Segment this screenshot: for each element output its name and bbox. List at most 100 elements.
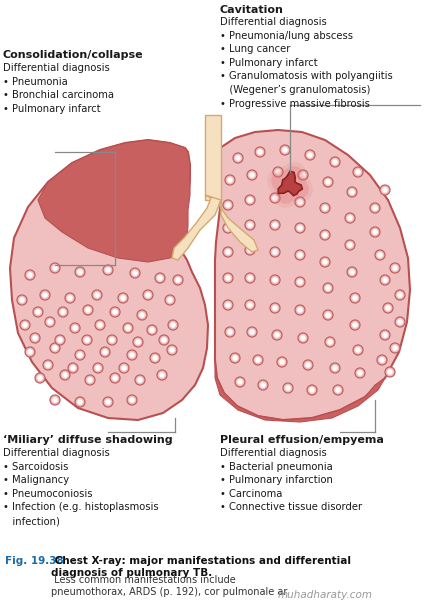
Text: Pleural effusion/empyema: Pleural effusion/empyema [219, 435, 383, 445]
Circle shape [55, 335, 65, 345]
Circle shape [129, 397, 135, 403]
Circle shape [20, 320, 30, 330]
Circle shape [25, 347, 35, 357]
Circle shape [237, 379, 242, 385]
Circle shape [326, 339, 332, 345]
Text: Differential diagnosis
• Pneumonia/lung abscess
• Lung cancer
• Pulmonary infarc: Differential diagnosis • Pneumonia/lung … [219, 17, 392, 109]
Circle shape [306, 152, 312, 158]
Circle shape [87, 377, 92, 383]
Circle shape [57, 337, 63, 343]
Circle shape [351, 295, 357, 301]
Circle shape [306, 385, 316, 395]
Circle shape [304, 150, 314, 160]
Circle shape [369, 227, 379, 237]
Circle shape [119, 363, 129, 373]
Circle shape [58, 307, 68, 317]
Circle shape [222, 247, 233, 257]
Text: Consolidation/collapse: Consolidation/collapse [3, 50, 143, 60]
Circle shape [247, 275, 252, 281]
Circle shape [376, 252, 382, 258]
Circle shape [45, 362, 51, 368]
Circle shape [85, 375, 95, 385]
Circle shape [175, 277, 180, 283]
Circle shape [285, 385, 290, 391]
Circle shape [299, 172, 305, 178]
Circle shape [391, 345, 397, 351]
Circle shape [60, 309, 66, 315]
Circle shape [296, 199, 302, 205]
Circle shape [259, 382, 265, 388]
Circle shape [319, 230, 329, 240]
Circle shape [334, 387, 340, 393]
Circle shape [346, 187, 356, 197]
Circle shape [17, 295, 27, 305]
Circle shape [157, 275, 162, 281]
Circle shape [70, 365, 76, 371]
Circle shape [386, 369, 392, 375]
Circle shape [95, 320, 105, 330]
Circle shape [279, 359, 284, 365]
Circle shape [109, 337, 115, 343]
Circle shape [137, 377, 142, 383]
Text: Cavitation: Cavitation [219, 5, 283, 15]
Circle shape [297, 170, 307, 180]
Circle shape [331, 159, 337, 165]
Circle shape [103, 397, 113, 407]
Circle shape [294, 305, 304, 315]
Circle shape [247, 302, 252, 308]
Circle shape [269, 303, 279, 313]
Circle shape [349, 320, 359, 330]
Text: Differential diagnosis
• Bacterial pneumonia
• Pulmonary infarction
• Carcinoma
: Differential diagnosis • Bacterial pneum… [219, 448, 361, 512]
Circle shape [354, 169, 360, 175]
Circle shape [294, 223, 304, 233]
Circle shape [77, 269, 83, 274]
Circle shape [103, 265, 113, 275]
Circle shape [391, 265, 397, 271]
Circle shape [322, 205, 327, 211]
Text: Chest X-ray: major manifestations and differential
diagnosis of pulmonary TB.: Chest X-ray: major manifestations and di… [51, 556, 350, 578]
Circle shape [50, 263, 60, 273]
Circle shape [255, 357, 260, 363]
Circle shape [130, 268, 140, 278]
Circle shape [164, 295, 175, 305]
Circle shape [325, 312, 330, 318]
Circle shape [97, 322, 103, 328]
Circle shape [294, 250, 304, 260]
Circle shape [225, 175, 234, 185]
Circle shape [100, 347, 110, 357]
Circle shape [249, 172, 254, 178]
Circle shape [256, 149, 262, 155]
Circle shape [254, 147, 265, 157]
Circle shape [332, 385, 342, 395]
Circle shape [354, 368, 364, 378]
Circle shape [374, 250, 384, 260]
Circle shape [379, 185, 389, 195]
Circle shape [322, 259, 327, 265]
Circle shape [247, 247, 252, 253]
Circle shape [222, 223, 233, 233]
Circle shape [371, 229, 377, 235]
Text: Differential diagnosis
• Sarcoidosis
• Malignancy
• Pneumoconiosis
• Infection (: Differential diagnosis • Sarcoidosis • M… [3, 448, 158, 526]
Circle shape [52, 397, 58, 403]
Circle shape [384, 367, 394, 377]
Circle shape [127, 350, 137, 360]
Circle shape [271, 249, 277, 255]
Circle shape [325, 179, 330, 185]
Circle shape [132, 337, 143, 347]
Circle shape [107, 335, 117, 345]
Circle shape [394, 290, 404, 300]
Circle shape [245, 220, 254, 230]
Circle shape [67, 295, 72, 301]
Circle shape [95, 365, 101, 371]
Circle shape [344, 213, 354, 223]
Circle shape [371, 205, 377, 211]
Circle shape [110, 307, 120, 317]
Circle shape [159, 372, 164, 378]
Circle shape [123, 323, 132, 333]
Text: Fig. 19.38: Fig. 19.38 [5, 556, 63, 566]
Polygon shape [271, 166, 308, 204]
Circle shape [379, 275, 389, 285]
Circle shape [305, 362, 310, 368]
Circle shape [329, 157, 339, 167]
Circle shape [352, 167, 362, 177]
